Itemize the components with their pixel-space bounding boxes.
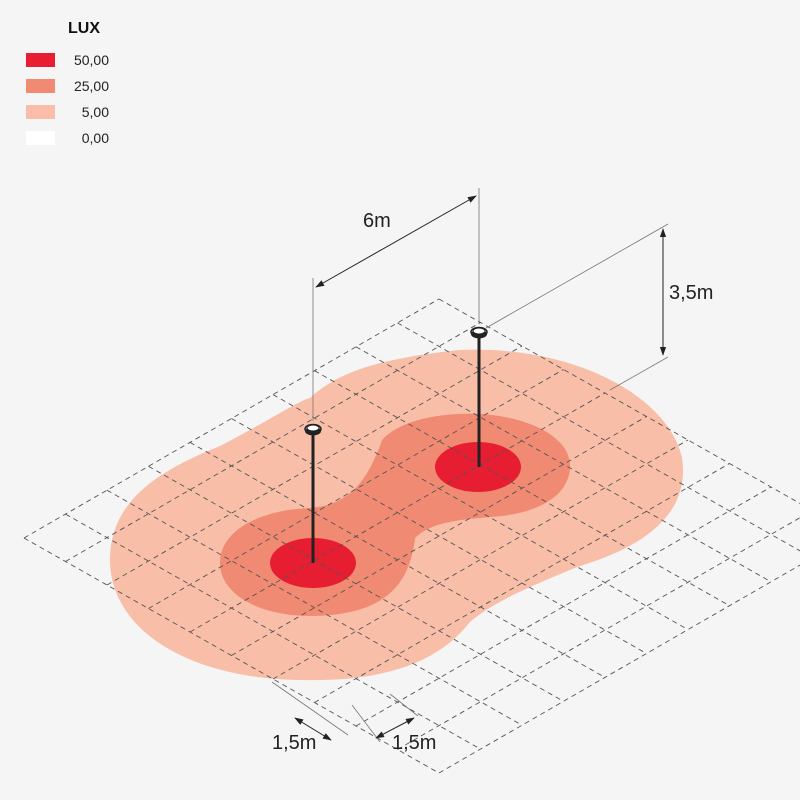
grid-spacing-right-label: 1,5m (392, 732, 436, 754)
legend-title: LUX (68, 20, 100, 37)
pole-height-label: 3,5m (669, 282, 713, 304)
legend-swatch-5 (26, 105, 55, 119)
legend-value-25: 25,00 (73, 78, 109, 94)
legend-swatch-0 (26, 131, 55, 145)
legend-value-50: 50,00 (73, 52, 109, 68)
light-pole-left (304, 423, 322, 563)
ground-grid (23, 298, 800, 774)
lux-legend: LUX 50,00 25,00 5,00 0,00 (26, 20, 136, 151)
legend-value-5: 5,00 (81, 104, 109, 120)
legend-swatch-25 (26, 79, 55, 93)
legend-item-50: 50,00 (26, 47, 136, 73)
legend-item-25: 25,00 (26, 73, 136, 99)
light-pole-right (470, 326, 488, 467)
spacing-extension-lines (312, 188, 480, 421)
grid-spacing-right-dimension-line (375, 717, 415, 739)
grid-spacing-left-label: 1,5m (272, 732, 316, 754)
legend-swatch-50 (26, 53, 55, 67)
legend-item-5: 5,00 (26, 99, 136, 125)
legend-item-0: 0,00 (26, 125, 136, 151)
pole-spacing-label: 6m (363, 210, 391, 232)
pole-spacing-dimension-line (315, 195, 477, 288)
height-extension-lines (485, 223, 669, 391)
grid-spacing-left-dimension-line (294, 717, 332, 741)
legend-value-0: 0,00 (81, 130, 109, 146)
